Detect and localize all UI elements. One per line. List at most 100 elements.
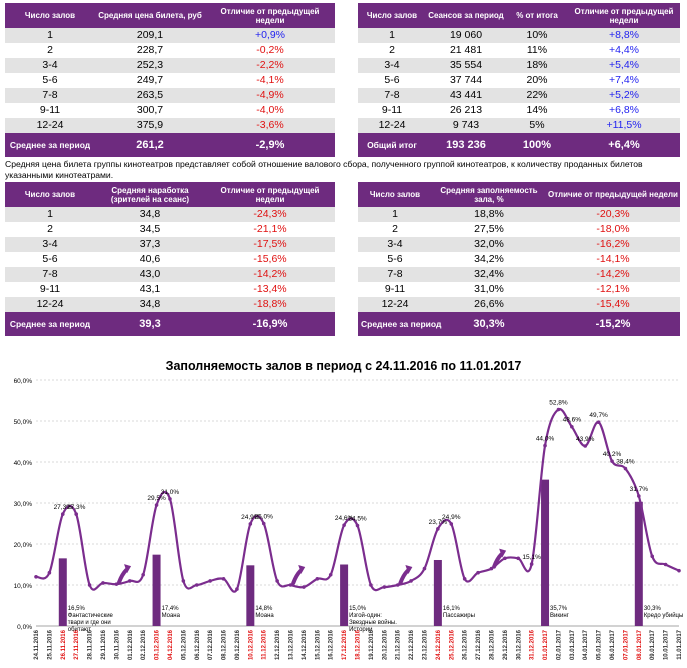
table-cell: 3-4 (5, 237, 95, 252)
data-point (369, 583, 373, 587)
data-point (677, 568, 681, 573)
table-cell: +5,4% (568, 58, 680, 73)
x-tick-label: 10.01.2017 (664, 629, 670, 660)
table-cell: 1 (5, 207, 95, 222)
x-tick-label: 07.01.2017 (623, 629, 629, 660)
x-tick-label: 03.12.2016 (155, 629, 161, 660)
data-point (194, 583, 199, 587)
table-cell: +4,4% (608, 44, 640, 56)
table-cell: 1 (358, 28, 426, 43)
table-row: 2 27,5% -18,0% (358, 222, 680, 237)
table-cell: -4,0% (256, 104, 284, 116)
table-cell: 5-6 (42, 253, 58, 265)
x-tick-label: 13.12.2016 (289, 629, 295, 660)
table-cell: 37 744 (449, 74, 483, 86)
table-cell: 31,0% (474, 283, 504, 295)
table-cell: 5-6 (384, 74, 400, 86)
col-header: Сеансов за период (426, 3, 506, 28)
col-header: Отличие от предыдущей недели (205, 182, 335, 207)
data-point (382, 585, 387, 589)
table-cell: 209,1 (95, 28, 205, 43)
occupancy-chart: 0,0% 10,0% 20,0% 30,0% 40,0% 50,0% 60,0% 16,5%Ф… (14, 378, 684, 660)
table-cell: 7-8 (5, 267, 95, 282)
x-tick-label: 07.12.2016 (208, 629, 214, 660)
table-footer-row: Среднее за период 39,3 -16,9% (5, 312, 335, 336)
table-row: 12-24 26,6% -15,4% (358, 297, 680, 312)
data-point (235, 587, 239, 591)
data-point (328, 572, 333, 577)
x-tick-label: 14.12.2016 (302, 629, 308, 660)
x-tick-label: 29.12.2016 (503, 629, 509, 660)
data-point (570, 424, 574, 429)
table-cell: -14,2% (205, 267, 335, 282)
table-cell: 11% (526, 44, 548, 56)
x-tick-label: 25.12.2016 (449, 629, 455, 660)
footer-cell: 193 236 (426, 133, 506, 157)
col-header: Отличие от предыдущей недели (205, 3, 335, 28)
x-tick-label: 30.11.2016 (114, 629, 120, 659)
table-cell: 1 (5, 28, 95, 43)
footer-cell: Среднее за период (358, 312, 441, 336)
data-point (288, 583, 293, 587)
bar-film-label: Пассажиры (443, 613, 475, 619)
x-tick-label: 06.12.2016 (195, 629, 201, 660)
table-cell: 2 (47, 223, 53, 235)
table-row: 12-24 34,8 -18,8% (5, 297, 335, 312)
data-point (663, 562, 668, 567)
point-label: 24,6% (335, 515, 354, 522)
data-point (275, 579, 279, 583)
table-cell: 249,7 (136, 74, 164, 86)
x-tick-label: 26.12.2016 (463, 629, 469, 660)
data-point (476, 570, 480, 575)
bar-value-label: 16,1% (443, 606, 461, 612)
data-point (422, 566, 427, 571)
x-tick-label: 10.12.2016 (248, 629, 254, 660)
table-cell: 10% (506, 28, 568, 43)
table-cell: -15,4% (546, 297, 680, 312)
table-cell: 34,2% (474, 253, 504, 265)
x-tick-label: 17.12.2016 (342, 629, 348, 660)
table-cell: 3-4 (358, 58, 426, 73)
table-cell: 5-6 (387, 253, 403, 265)
y-tick-label: 40,0% (14, 460, 33, 467)
point-label: 24,9% (241, 514, 260, 521)
table-row: 3-4 252,3 -2,2% (5, 58, 335, 73)
sessions-table: Число залов Сеансов за период % от итога… (358, 3, 680, 157)
table-cell: 21 481 (449, 44, 483, 56)
data-point (87, 583, 92, 587)
table-cell: 7-8 (358, 88, 426, 103)
trend-arrow-head (499, 548, 507, 558)
table-cell: -0,2% (256, 44, 284, 56)
trend-arrow-head (405, 565, 413, 574)
y-tick-label: 0,0% (17, 624, 32, 631)
footer-cell: +6,4% (568, 133, 680, 157)
chart-title: Заполняемость залов в период с 24.11.201… (165, 359, 522, 373)
data-point (114, 582, 119, 586)
avg-viewers-table: Число залов Средняя наработка (зрителей … (5, 182, 335, 336)
table-cell: 300,7 (136, 104, 164, 116)
x-tick-label: 22.12.2016 (409, 629, 415, 660)
footnote: Средняя цена билета группы кинотеатров п… (5, 159, 643, 180)
col-header: Отличие от предыдущей недели (546, 182, 680, 207)
data-point (623, 466, 628, 471)
y-tick-label: 10,0% (14, 583, 33, 590)
x-tick-label: 03.01.2017 (570, 629, 576, 660)
table-row: 1 18,8% -20,3% (358, 207, 680, 222)
table-cell: 12-24 (5, 297, 95, 312)
table-row: 1 209,1 +0,9% (5, 28, 335, 43)
table-cell: -18,0% (596, 223, 630, 235)
table-cell: -16,2% (546, 237, 680, 252)
table-cell: 375,9 (95, 118, 205, 133)
col-header: Средняя цена билета, руб (95, 3, 205, 28)
table-cell: -4,1% (256, 74, 284, 86)
occupancy-table: Число залов Средняя заполняемость зала, … (358, 182, 680, 336)
table-cell: 26 213 (449, 104, 483, 116)
point-label: 40,2% (603, 451, 622, 458)
point-label: 24,5% (348, 516, 367, 523)
x-tick-label: 04.01.2017 (583, 629, 589, 660)
table-cell: 32,4% (432, 267, 546, 282)
table-cell: 9-11 (384, 283, 406, 295)
table-cell: -21,1% (253, 223, 287, 235)
table-cell: 7-8 (358, 267, 432, 282)
x-tick-label: 02.12.2016 (141, 629, 147, 660)
